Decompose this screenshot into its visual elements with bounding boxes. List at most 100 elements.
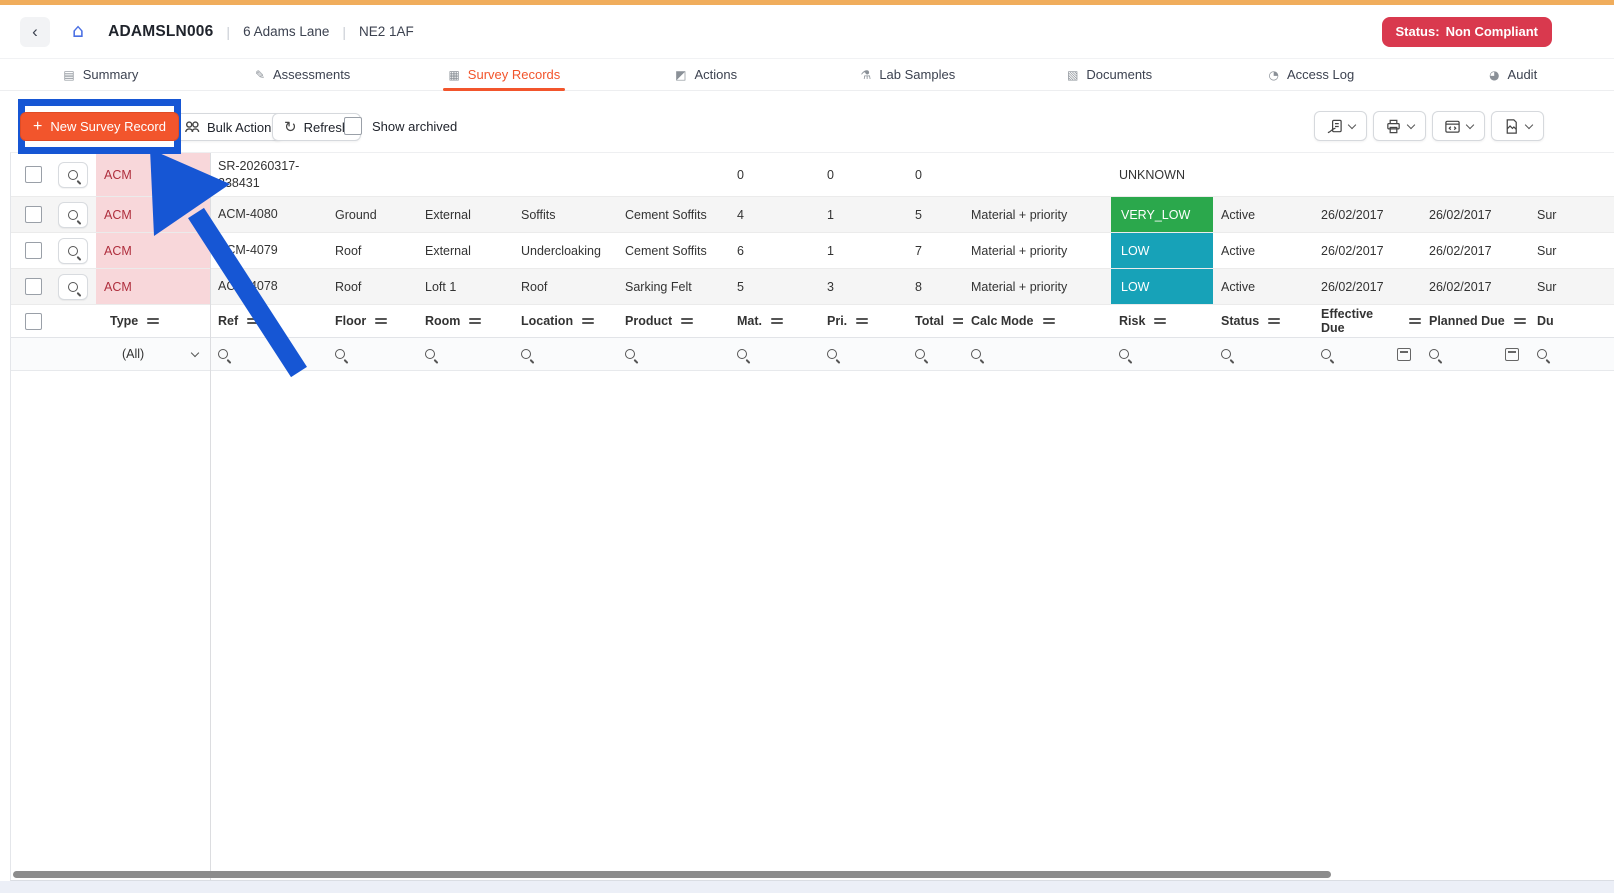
cell-ref: ACM-4080: [210, 197, 327, 232]
column-filter-icon[interactable]: [856, 318, 869, 324]
filter-cell-planned_due[interactable]: [1421, 338, 1529, 370]
column-filter-icon[interactable]: [771, 318, 783, 324]
cell-total: 0: [915, 167, 922, 182]
column-header-label: Calc Mode: [971, 314, 1034, 328]
column-header-status[interactable]: Status: [1213, 305, 1313, 337]
column-header-mat[interactable]: Mat.: [729, 305, 819, 337]
column-filter-icon[interactable]: [1513, 318, 1526, 324]
column-header-label: Total: [915, 314, 944, 328]
column-header-product[interactable]: Product: [617, 305, 729, 337]
tab-documents[interactable]: ▧ Documents: [1009, 59, 1211, 90]
column-header-pri[interactable]: Pri.: [819, 305, 907, 337]
cell-type: ACM: [96, 233, 210, 268]
column-filter-icon[interactable]: [1268, 318, 1281, 324]
table-row[interactable]: ACM SR-20260317-238431 0 0 0 UNKNOWN: [11, 153, 1614, 197]
column-header-total[interactable]: Total: [907, 305, 963, 337]
cell-mat: 4: [737, 207, 744, 222]
column-filter-icon[interactable]: [582, 318, 595, 324]
tab-lab-samples[interactable]: ⚗ Lab Samples: [807, 59, 1009, 90]
column-filter-icon[interactable]: [147, 318, 160, 324]
column-header-ref[interactable]: Ref: [210, 305, 327, 337]
row-checkbox[interactable]: [25, 242, 42, 259]
filter-cell-mat[interactable]: [729, 338, 819, 370]
cell-calc_mode: Material + priority: [971, 279, 1068, 294]
cell-status: Active: [1221, 279, 1256, 294]
refresh-label: Refresh: [303, 119, 350, 135]
row-zoom-button[interactable]: [58, 273, 88, 300]
column-filter-icon[interactable]: [1154, 318, 1167, 324]
tab-access-log[interactable]: ◔ Access Log: [1211, 59, 1413, 90]
column-header-effective_due[interactable]: Effective Due: [1313, 305, 1421, 337]
column-header-room[interactable]: Room: [417, 305, 513, 337]
column-filter-icon[interactable]: [1042, 318, 1055, 324]
bulk-action-button[interactable]: Bulk Action: [172, 113, 284, 141]
embed-code-button[interactable]: [1432, 111, 1485, 141]
show-archived-checkbox[interactable]: [344, 117, 362, 135]
search-icon: [335, 349, 345, 359]
row-checkbox[interactable]: [25, 278, 42, 295]
row-zoom-button[interactable]: [58, 237, 88, 264]
filter-cell-due[interactable]: [1529, 338, 1614, 370]
export-image-button[interactable]: [1491, 111, 1544, 141]
row-checkbox[interactable]: [25, 166, 42, 183]
column-filter-icon[interactable]: [469, 318, 482, 324]
risk-badge: LOW: [1111, 233, 1213, 268]
table-row[interactable]: ACM ACM-4079 Roof External Undercloaking Ceme…: [11, 233, 1614, 269]
filter-cell-location[interactable]: [513, 338, 617, 370]
tab-survey-records[interactable]: ▦ Survey Records: [404, 59, 606, 90]
cell-status: Active: [1221, 207, 1256, 222]
column-header-location[interactable]: Location: [513, 305, 617, 337]
back-button[interactable]: ‹: [20, 16, 50, 47]
column-filter-icon[interactable]: [1409, 318, 1421, 324]
lab-samples-icon: ⚗: [860, 67, 872, 82]
table-row[interactable]: ACM ACM-4078 Roof Loft 1 Roof Sarking Felt 5 3 8…: [11, 269, 1614, 305]
assign-record-button[interactable]: [1314, 111, 1367, 141]
filter-cell-total[interactable]: [907, 338, 963, 370]
filter-cell-effective_due[interactable]: [1313, 338, 1421, 370]
search-icon: [68, 209, 78, 220]
bulk-action-icon: [185, 121, 200, 133]
tab-actions[interactable]: ◩ Actions: [605, 59, 807, 90]
filter-cell-floor[interactable]: [327, 338, 417, 370]
filter-cell-calc_mode[interactable]: [963, 338, 1111, 370]
column-filter-icon[interactable]: [681, 318, 694, 324]
cell-mat: 0: [737, 167, 744, 182]
tab-summary[interactable]: ▤ Summary: [0, 59, 202, 90]
home-icon[interactable]: ⌂: [72, 20, 85, 42]
filter-cell-room[interactable]: [417, 338, 513, 370]
filter-cell-pri[interactable]: [819, 338, 907, 370]
tab-label: Actions: [694, 67, 738, 82]
filter-cell-risk[interactable]: [1111, 338, 1213, 370]
filter-cell-product[interactable]: [617, 338, 729, 370]
column-filter-icon[interactable]: [247, 318, 260, 324]
tab-assessments[interactable]: ✎ Assessments: [202, 59, 404, 90]
cell-status: [1213, 153, 1313, 196]
postcode-text: NE2 1AF: [359, 24, 414, 39]
new-survey-record-button[interactable]: + New Survey Record: [20, 112, 179, 141]
select-all-checkbox[interactable]: [25, 312, 42, 330]
column-filter-icon[interactable]: [952, 318, 963, 324]
calendar-icon[interactable]: [1505, 347, 1519, 361]
tab-audit[interactable]: ◕ Audit: [1412, 59, 1614, 90]
print-button[interactable]: [1373, 111, 1426, 141]
column-header-calc_mode[interactable]: Calc Mode: [963, 305, 1111, 337]
column-filter-icon[interactable]: [375, 318, 388, 324]
column-header-risk[interactable]: Risk: [1111, 305, 1213, 337]
access-log-icon: ◔: [1268, 67, 1280, 82]
row-zoom-button[interactable]: [58, 161, 88, 188]
filter-cell-type[interactable]: (All): [96, 338, 210, 370]
row-zoom-button[interactable]: [58, 201, 88, 228]
row-checkbox[interactable]: [25, 206, 42, 223]
horizontal-scrollbar[interactable]: [13, 871, 1331, 878]
filter-cell-status[interactable]: [1213, 338, 1313, 370]
cell-risk: VERY_LOW: [1111, 197, 1213, 232]
calendar-icon[interactable]: [1397, 347, 1411, 361]
column-header-floor[interactable]: Floor: [327, 305, 417, 337]
search-icon: [971, 349, 981, 359]
column-header-due[interactable]: Du: [1529, 305, 1614, 337]
column-header-type[interactable]: Type: [96, 305, 210, 337]
tab-label: Survey Records: [467, 67, 561, 82]
table-row[interactable]: ACM ACM-4080 Ground External Soffits Cement S…: [11, 197, 1614, 233]
column-header-planned_due[interactable]: Planned Due: [1421, 305, 1529, 337]
filter-cell-ref[interactable]: [210, 338, 327, 370]
